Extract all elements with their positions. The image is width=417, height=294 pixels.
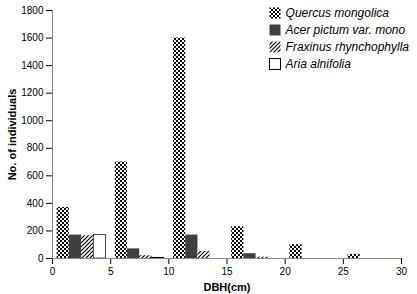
svg-text:1400: 1400 — [21, 60, 44, 71]
html-text:Quercus mongolica: Quercus mongolica — [285, 5, 389, 20]
svg-text:0: 0 — [50, 266, 56, 277]
svg-text:1800: 1800 — [21, 5, 44, 16]
html-text:Fraxinus rhynchophylla: Fraxinus rhynchophylla — [285, 39, 409, 54]
html-text:Acer pictum var. mono: Acer pictum var. mono — [285, 22, 406, 37]
svg-text:15: 15 — [221, 266, 233, 277]
svg-text:25: 25 — [338, 266, 350, 277]
svg-text:1600: 1600 — [21, 32, 44, 43]
svg-text:1000: 1000 — [21, 115, 44, 126]
svg-text:5: 5 — [108, 266, 114, 277]
svg-text:600: 600 — [27, 170, 44, 181]
svg-text:10: 10 — [163, 266, 175, 277]
svg-text:1200: 1200 — [21, 87, 44, 98]
html-text:Aria alnifolia: Aria alnifolia — [285, 56, 351, 71]
svg-text:No. of individuals: No. of individuals — [6, 89, 18, 181]
svg-text:800: 800 — [27, 142, 44, 153]
svg-text:DBH(cm): DBH(cm) — [203, 281, 250, 293]
svg-text:0: 0 — [38, 253, 44, 264]
svg-text:20: 20 — [280, 266, 292, 277]
svg-text:200: 200 — [27, 225, 44, 236]
svg-text:30: 30 — [396, 266, 408, 277]
svg-text:400: 400 — [27, 198, 44, 209]
